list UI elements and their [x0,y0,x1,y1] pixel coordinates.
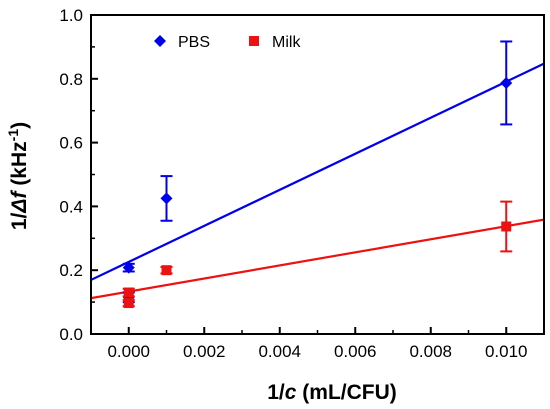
x-tick-label: 0.010 [485,342,528,361]
data-points [122,40,513,309]
y-axis-ticks: 0.0 0.2 0.4 0.6 0.8 1.0 [59,6,98,344]
x-axis-title: 1/c (mL/CFU) [267,381,397,404]
point-pbs [122,261,135,274]
x-tick-label: 0.008 [409,342,452,361]
fit-line-pbs [91,62,544,281]
x-tick-label: 0.006 [334,342,377,361]
y-tick-label: 0.8 [59,70,83,89]
y-tick-label: 0.6 [59,134,83,153]
y-axis-title: 1/Δf (kHz-1) [5,122,31,230]
point-milk [501,221,512,232]
x-axis-ticks: 0.000 0.002 0.004 0.006 0.008 0.010 [90,327,528,361]
y-tick-label: 1.0 [59,6,83,25]
point-milk [123,287,134,298]
point-milk [161,265,172,276]
fit-line-milk [91,218,544,300]
point-pbs [500,76,513,89]
legend-marker-milk [249,36,259,46]
legend-label-milk: Milk [272,34,301,51]
x-tick-label: 0.004 [258,342,301,361]
x-tick-label: 0.002 [183,342,226,361]
y-tick-label: 0.2 [59,261,83,280]
point-milk [123,298,134,309]
y-tick-label: 0.4 [59,197,83,216]
x-tick-label: 0.000 [107,342,150,361]
legend-label-pbs: PBS [178,34,210,51]
point-pbs [160,192,173,205]
y-tick-label: 0.0 [59,325,83,344]
fit-lines [91,62,544,300]
legend-marker-pbs [154,35,166,47]
legend: PBS Milk [154,34,301,51]
